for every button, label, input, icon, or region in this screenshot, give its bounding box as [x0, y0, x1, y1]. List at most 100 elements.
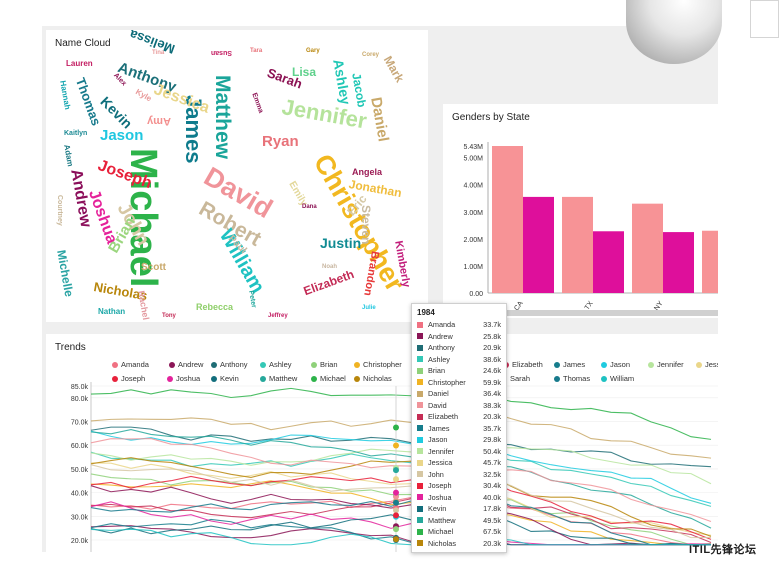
- trends-y-tick-label: 85.0k: [71, 384, 89, 391]
- legend-item-william[interactable]: William: [601, 374, 634, 383]
- bar-y-tick-label: 5.00M: [464, 156, 484, 163]
- legend-label: Michael: [320, 374, 346, 383]
- word-cloud-word[interactable]: Rachel: [136, 289, 152, 321]
- word-cloud-word[interactable]: Amy: [147, 115, 171, 127]
- word-cloud-word[interactable]: Lauren: [66, 59, 93, 68]
- word-cloud-word[interactable]: Dana: [302, 204, 317, 210]
- trend-line[interactable]: [90, 493, 711, 546]
- trend-line[interactable]: [90, 475, 712, 540]
- bar-CA-series-1[interactable]: [523, 196, 554, 293]
- word-cloud-word[interactable]: Matthew: [211, 75, 234, 159]
- legend-item-andrew[interactable]: Andrew: [169, 360, 203, 369]
- bar-y-tick-label: 4.00M: [464, 183, 484, 190]
- tooltip-value: 35.7k: [483, 423, 501, 433]
- tooltip-name: Ashley: [428, 354, 450, 364]
- legend-item-kevin[interactable]: Kevin: [211, 374, 239, 383]
- tooltip-swatch-icon: [417, 333, 423, 340]
- legend-item-amanda[interactable]: Amanda: [112, 360, 149, 369]
- trend-line[interactable]: [90, 462, 712, 536]
- bar-NY-series-0[interactable]: [632, 203, 663, 293]
- word-cloud-word[interactable]: Jeffrey: [268, 313, 288, 319]
- tooltip-name: Jason: [428, 435, 448, 445]
- word-cloud-word[interactable]: Jason: [100, 127, 144, 144]
- bar-state-series-0[interactable]: [702, 230, 718, 293]
- tooltip-swatch-icon: [417, 379, 423, 386]
- word-cloud-word[interactable]: Gary: [306, 48, 320, 54]
- bar-CA-series-0[interactable]: [492, 146, 523, 293]
- name-cloud-title: Name Cloud: [55, 38, 111, 49]
- trend-line[interactable]: [90, 438, 712, 523]
- word-cloud-word[interactable]: Justin: [320, 235, 362, 251]
- word-cloud-word[interactable]: Mark: [380, 53, 407, 85]
- word-cloud-word[interactable]: Tina: [152, 50, 165, 56]
- legend-item-joseph[interactable]: Joseph: [112, 374, 145, 383]
- word-cloud-word[interactable]: Lisa: [292, 65, 317, 79]
- legend-item-nicholas[interactable]: Nicholas: [354, 374, 392, 383]
- word-cloud-word[interactable]: Kaitlyn: [64, 130, 88, 137]
- word-cloud-word[interactable]: Noah: [322, 264, 337, 270]
- trend-line[interactable]: [90, 497, 712, 543]
- trend-line[interactable]: [90, 451, 712, 507]
- word-cloud-word[interactable]: Tara: [250, 48, 263, 54]
- word-cloud-word[interactable]: Rebecca: [196, 302, 234, 312]
- legend-item-ashley[interactable]: Ashley: [260, 360, 292, 369]
- word-cloud-word[interactable]: Michelle: [54, 248, 77, 298]
- word-cloud-word[interactable]: Kyle: [134, 87, 154, 104]
- corner-widget[interactable]: [750, 0, 779, 38]
- word-cloud-word[interactable]: Ryan: [262, 133, 299, 150]
- bar-chart-scrollbar[interactable]: [443, 310, 718, 316]
- legend-item-michael[interactable]: Michael: [311, 374, 346, 383]
- tooltip-value: 38.3k: [483, 400, 501, 410]
- word-cloud-word[interactable]: Julie: [362, 305, 376, 311]
- legend-item-joshua[interactable]: Joshua: [167, 374, 200, 383]
- legend-item-matthew[interactable]: Matthew: [260, 374, 297, 383]
- hover-point: [393, 499, 399, 506]
- trend-line[interactable]: [90, 514, 711, 546]
- bar-TX-series-1[interactable]: [593, 231, 624, 293]
- trend-line[interactable]: [90, 409, 712, 459]
- word-cloud-word[interactable]: Courtney: [56, 195, 63, 226]
- trend-line[interactable]: [90, 426, 712, 468]
- tooltip-row-christopher: Christopher 59.9k: [412, 377, 506, 389]
- legend-label: William: [610, 374, 635, 383]
- word-cloud-word[interactable]: Steven: [359, 205, 373, 245]
- genders-bar-chart: 0.00 1.00M 2.00M 3.00M 4.00M 5.00M 5.43M CA TX NY: [443, 142, 718, 316]
- trend-line[interactable]: [90, 447, 712, 485]
- tooltip-name: James: [428, 423, 450, 433]
- word-cloud-word[interactable]: Emma: [250, 92, 265, 115]
- tooltip-value: 17.8k: [483, 504, 501, 514]
- word-cloud-word[interactable]: Hannah: [58, 79, 73, 111]
- legend-item-thomas[interactable]: Thomas: [554, 374, 590, 383]
- word-cloud-word[interactable]: Susan: [210, 49, 232, 56]
- legend-item-anthony[interactable]: Anthony: [211, 360, 248, 369]
- word-cloud-word[interactable]: Adam: [62, 143, 75, 168]
- legend-item-jason[interactable]: Jason: [601, 360, 630, 369]
- bar-NY-series-1[interactable]: [663, 232, 694, 293]
- word-cloud-word[interactable]: Nathan: [98, 307, 126, 316]
- word-cloud-word[interactable]: Elizabeth: [301, 267, 356, 299]
- trend-line[interactable]: [90, 457, 712, 537]
- trend-line[interactable]: [90, 429, 712, 529]
- legend-item-james[interactable]: James: [554, 360, 585, 369]
- word-cloud-word[interactable]: Tony: [162, 313, 176, 319]
- legend-item-jennifer[interactable]: Jennifer: [648, 360, 684, 369]
- word-cloud-word[interactable]: Angela: [352, 167, 383, 177]
- trend-line[interactable]: [90, 387, 712, 440]
- trend-line[interactable]: [90, 473, 712, 546]
- word-cloud-word[interactable]: Daniel: [367, 95, 392, 144]
- legend-dot-icon: [354, 361, 360, 368]
- trend-line[interactable]: [90, 528, 711, 546]
- tooltip-value: 40.0k: [483, 492, 501, 502]
- tooltip-value: 20.9k: [483, 343, 501, 353]
- word-cloud-word[interactable]: Corey: [362, 52, 380, 58]
- trend-line[interactable]: [90, 464, 712, 539]
- legend-item-brian[interactable]: Brian: [311, 360, 338, 369]
- word-cloud-word[interactable]: Scott: [141, 262, 166, 273]
- tooltip-row-jason: Jason 29.8k: [412, 434, 506, 446]
- tooltip-row-amanda: Amanda 33.7k: [412, 319, 506, 331]
- word-cloud-word[interactable]: Kevin: [97, 93, 136, 132]
- bar-TX-series-0[interactable]: [562, 196, 593, 293]
- legend-item-christopher[interactable]: Christopher: [354, 360, 402, 369]
- trend-line[interactable]: [90, 430, 712, 504]
- legend-item-jess[interactable]: Jess: [696, 360, 718, 369]
